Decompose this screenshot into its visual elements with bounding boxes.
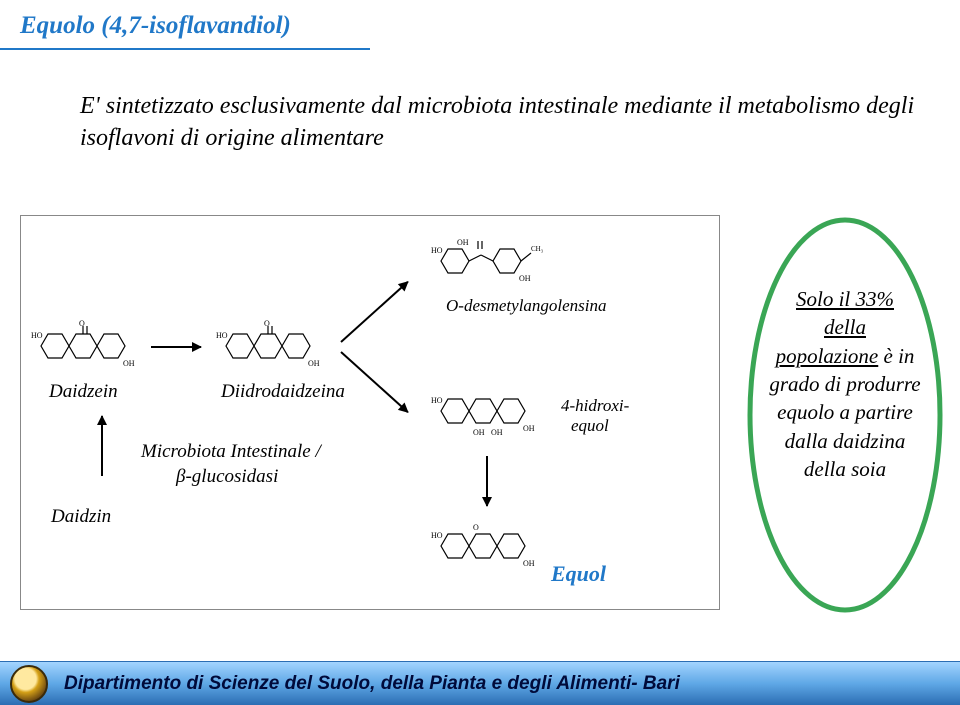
university-logo-icon xyxy=(10,665,48,703)
svg-text:OH: OH xyxy=(523,424,535,433)
arrow-daidzein-to-diidro xyxy=(151,346,201,348)
equol-molecule: HO O OH xyxy=(431,516,541,576)
svg-text:OH: OH xyxy=(523,559,535,568)
daidzin-label: Daidzin xyxy=(51,506,111,528)
description-text: E' sintetizzato esclusivamente dal micro… xyxy=(80,90,920,155)
svg-text:OH: OH xyxy=(457,238,469,247)
arrow-daidzin-to-daidzein xyxy=(101,416,103,476)
hidroxi-label-1: 4-hidroxi- xyxy=(561,396,629,416)
ellipse-line1: Solo il 33% xyxy=(796,287,894,311)
arrow-to-equol xyxy=(486,456,488,506)
equol-label: Equol xyxy=(551,561,606,587)
title-underline xyxy=(0,48,370,50)
microbiota-label-1: Microbiota Intestinale / xyxy=(141,441,321,463)
slide-title: Equolo (4,7-isoflavandiol) xyxy=(20,12,291,40)
hidroxiequol-molecule: HO OH OH OH xyxy=(431,381,541,446)
svg-text:O: O xyxy=(79,319,85,328)
ellipse-text: Solo il 33% della popolazione è in grado… xyxy=(765,285,925,483)
footer-text: Dipartimento di Scienze del Suolo, della… xyxy=(64,673,680,695)
svg-text:OH: OH xyxy=(308,359,320,368)
metabolism-diagram: HO OH O HO OH O HO OH CH₃ OH xyxy=(20,215,720,610)
footer-bar: Dipartimento di Scienze del Suolo, della… xyxy=(0,661,960,705)
ellipse-line3: popolazione xyxy=(776,344,879,368)
microbiota-label-2: β-glucosidasi xyxy=(176,466,278,488)
daidzein-label: Daidzein xyxy=(49,381,118,403)
hidroxi-label-2: equol xyxy=(571,416,609,436)
svg-text:OH: OH xyxy=(491,428,503,437)
svg-text:HO: HO xyxy=(431,246,443,255)
svg-text:OH: OH xyxy=(473,428,485,437)
diidrodaidzeina-label: Diidrodaidzeina xyxy=(221,381,345,403)
odesm-label: O-desmetylangolensina xyxy=(446,296,607,316)
svg-text:O: O xyxy=(264,319,270,328)
ellipse-line2: della xyxy=(824,315,866,339)
diidrodaidzeina-molecule: HO OH O xyxy=(216,316,326,376)
highlight-ellipse: Solo il 33% della popolazione è in grado… xyxy=(740,210,950,620)
arrow-to-hidroxi xyxy=(340,351,408,413)
svg-text:OH: OH xyxy=(123,359,135,368)
svg-text:HO: HO xyxy=(31,331,43,340)
svg-text:CH₃: CH₃ xyxy=(531,245,544,253)
svg-text:HO: HO xyxy=(431,531,443,540)
svg-text:HO: HO xyxy=(216,331,228,340)
odesm-molecule: HO OH CH₃ OH xyxy=(431,231,546,291)
svg-text:O: O xyxy=(473,523,479,532)
arrow-to-odesm xyxy=(340,281,408,343)
svg-text:HO: HO xyxy=(431,396,443,405)
svg-text:OH: OH xyxy=(519,274,531,283)
daidzein-molecule: HO OH O xyxy=(31,316,141,376)
